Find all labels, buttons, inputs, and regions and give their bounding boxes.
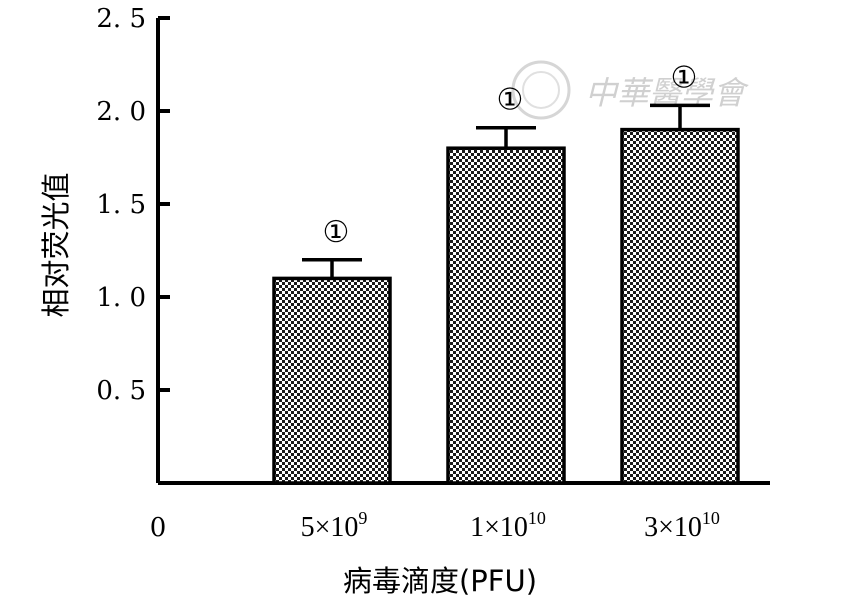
y-tick-label: 0. 5	[96, 376, 146, 406]
watermark: 中華醫學會	[511, 60, 749, 120]
significance-marker: ①	[671, 60, 698, 95]
bars	[272, 103, 740, 485]
labels: 0. 5 1. 0 1. 5 2. 0 2. 5 0 ① 5×109 ① 1×1010 ① 3×101…	[39, 4, 720, 598]
bar	[272, 276, 392, 485]
y-tick-label: 1. 5	[96, 190, 146, 220]
significance-marker: ①	[497, 83, 524, 118]
origin-label: 0	[150, 513, 167, 543]
y-tick-label: 2. 0	[96, 97, 146, 127]
bar	[446, 146, 566, 485]
bar	[620, 127, 740, 485]
y-tick-label: 2. 5	[96, 4, 146, 34]
y-tick-label: 1. 0	[96, 283, 146, 313]
y-axis-title: 相对荧光值	[39, 172, 73, 317]
x-axis-title: 病毒滴度(PFU)	[343, 564, 537, 598]
x-category-label: 1×1010	[470, 508, 546, 543]
x-category-label: 3×1010	[644, 508, 720, 543]
watermark-seal-icon	[511, 60, 571, 120]
x-category-label: 5×109	[301, 508, 368, 543]
significance-marker: ①	[323, 215, 350, 250]
